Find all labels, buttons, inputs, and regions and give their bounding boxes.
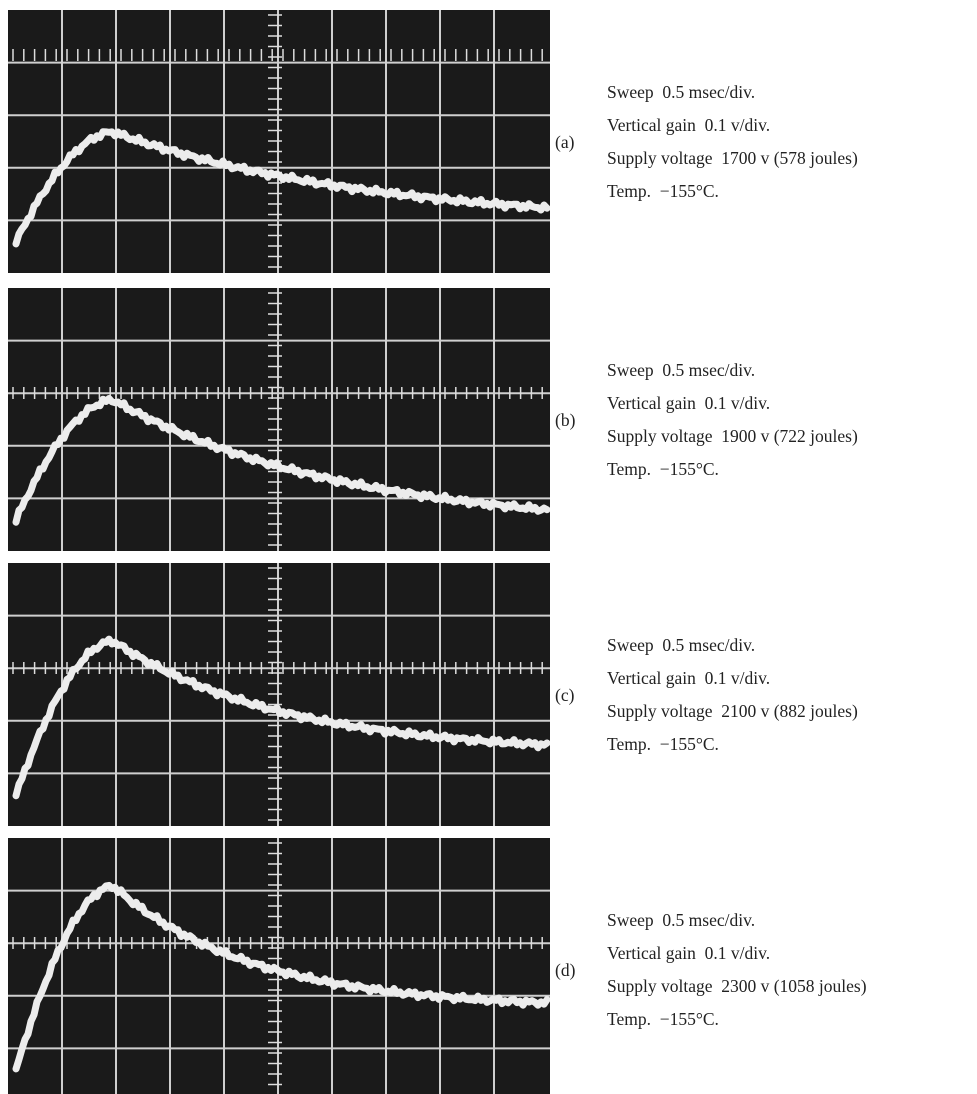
panel-label: (b) <box>555 410 576 430</box>
caption-line: Vertical gain 0.1 v/div. <box>607 668 771 688</box>
caption-line: Supply voltage 2100 v (882 joules) <box>607 701 858 721</box>
panel-label: (d) <box>555 960 576 980</box>
caption-line: Supply voltage 1900 v (722 joules) <box>607 426 858 446</box>
panel-label: (a) <box>555 132 575 152</box>
caption-line: Temp. −155°C. <box>607 734 719 754</box>
caption-line: Vertical gain 0.1 v/div. <box>607 943 771 963</box>
panel-label: (c) <box>555 685 575 705</box>
caption-line: Sweep 0.5 msec/div. <box>607 360 756 380</box>
caption-line: Temp. −155°C. <box>607 459 719 479</box>
caption-line: Sweep 0.5 msec/div. <box>607 635 756 655</box>
trace <box>12 128 550 248</box>
caption-line: Temp. −155°C. <box>607 181 719 201</box>
caption-line: Sweep 0.5 msec/div. <box>607 82 756 102</box>
oscillogram <box>8 563 550 826</box>
oscillogram <box>8 288 550 551</box>
caption-line: Temp. −155°C. <box>607 1009 719 1029</box>
caption-line: Supply voltage 2300 v (1058 joules) <box>607 976 867 996</box>
caption-line: Vertical gain 0.1 v/div. <box>607 393 771 413</box>
oscillogram <box>8 838 550 1094</box>
caption-line: Supply voltage 1700 v (578 joules) <box>607 148 858 168</box>
trace <box>12 395 550 526</box>
caption-line: Vertical gain 0.1 v/div. <box>607 115 771 135</box>
caption-line: Sweep 0.5 msec/div. <box>607 910 756 930</box>
trace <box>12 881 550 1073</box>
oscillogram <box>8 10 550 273</box>
trace <box>12 635 550 800</box>
